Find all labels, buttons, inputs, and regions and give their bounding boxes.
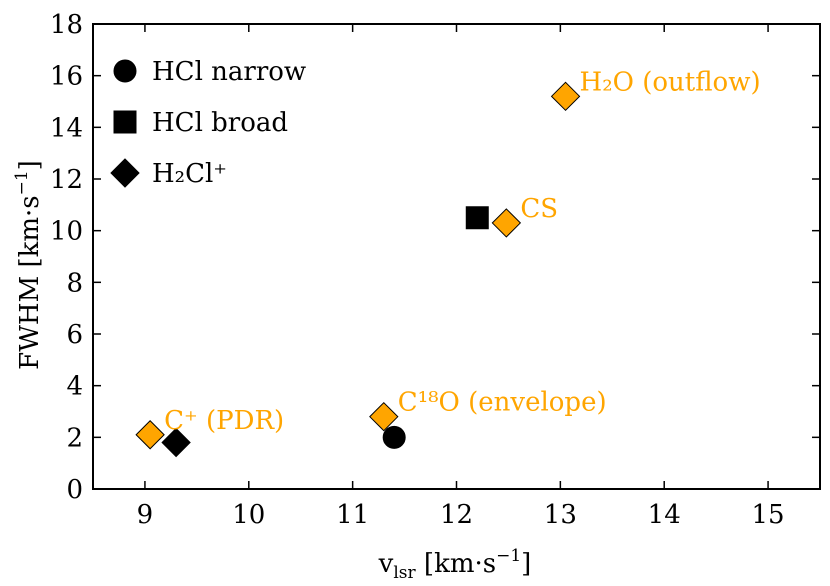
y-tick-label: 14	[50, 113, 83, 143]
series-point-circle	[382, 425, 406, 449]
legend-marker-circle	[113, 59, 137, 83]
series-point-square	[465, 206, 489, 230]
y-tick-label: 2	[66, 423, 83, 453]
annotations: C⁺ (PDR) C¹⁸O (envelope) CS H₂O (outflow)	[164, 67, 760, 435]
x-tick-label: 15	[752, 500, 785, 530]
reference-diamond-point	[550, 81, 581, 112]
y-tick-label: 10	[50, 217, 83, 247]
point-annotation-label: C¹⁸O (envelope)	[398, 388, 607, 418]
y-tick-label: 12	[50, 165, 83, 195]
x-tick-label: 13	[544, 500, 577, 530]
data-points	[135, 81, 581, 458]
y-axis-label: FWHM [km·s−1]	[12, 160, 45, 370]
axes: 9 10 11 12 13 14 15 0 2 4 6 8 10 12 14 16 18	[50, 10, 821, 530]
point-annotation-label: H₂O (outflow)	[580, 67, 761, 97]
reference-diamond-point	[369, 401, 399, 432]
point-annotation-label: CS	[520, 194, 558, 224]
x-tick-label: 11	[336, 500, 369, 530]
y-tick-label: 18	[50, 10, 83, 40]
x-tick-label: 10	[232, 500, 265, 530]
point-annotation-label: C⁺ (PDR)	[164, 406, 284, 436]
legend-label: H₂Cl⁺	[152, 159, 227, 189]
series-point-diamond	[161, 427, 191, 458]
y-tick-label: 0	[66, 475, 83, 505]
y-tick-label: 6	[66, 320, 83, 350]
x-tick-label: 12	[440, 500, 473, 530]
legend: HCl narrow HCl broad H₂Cl⁺	[110, 57, 306, 189]
reference-diamond-point	[491, 208, 522, 238]
legend-label: HCl broad	[152, 108, 288, 138]
legend-marker-square	[113, 110, 137, 134]
x-tick-label: 9	[137, 500, 154, 530]
y-tick-label: 16	[50, 62, 83, 92]
legend-marker-diamond	[110, 158, 140, 188]
y-tick-label: 4	[66, 372, 83, 402]
legend-label: HCl narrow	[152, 57, 306, 87]
x-axis-label: vlsr [km·s−1]	[378, 546, 532, 583]
reference-diamond-point	[135, 420, 165, 450]
y-tick-label: 8	[66, 268, 83, 298]
x-tick-label: 14	[648, 500, 681, 530]
